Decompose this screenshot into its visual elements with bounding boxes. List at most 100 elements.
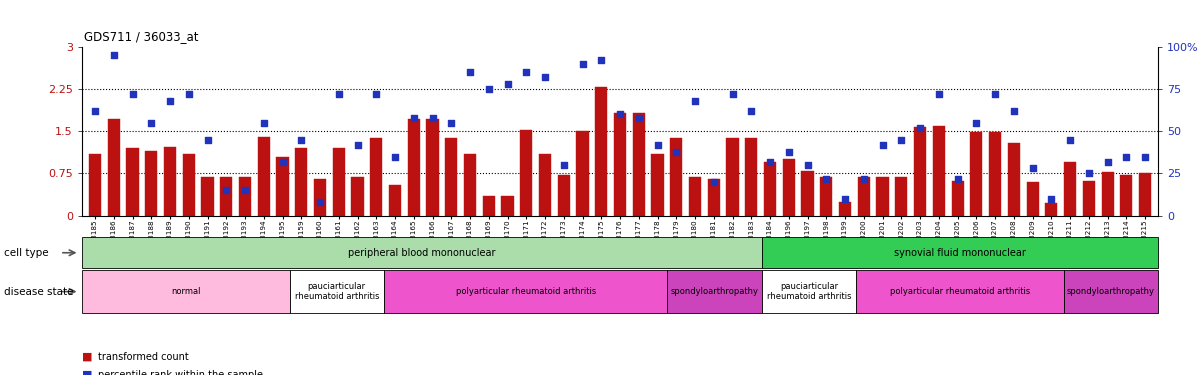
- Point: [554, 162, 573, 168]
- Text: polyarticular rheumatoid arthritis: polyarticular rheumatoid arthritis: [455, 287, 596, 296]
- Text: normal: normal: [171, 287, 201, 296]
- Point: [479, 86, 498, 92]
- Text: ■: ■: [82, 370, 93, 375]
- Text: spondyloarthropathy: spondyloarthropathy: [671, 287, 759, 296]
- Point: [217, 188, 236, 194]
- Point: [985, 91, 1004, 97]
- Point: [160, 98, 179, 104]
- Text: ■: ■: [82, 352, 93, 362]
- Text: transformed count: transformed count: [98, 352, 188, 362]
- Bar: [1027, 182, 1039, 216]
- Bar: [951, 181, 963, 216]
- Point: [197, 137, 217, 143]
- Point: [254, 120, 273, 126]
- Point: [385, 154, 405, 160]
- Bar: [1064, 162, 1076, 216]
- Point: [498, 81, 518, 87]
- Text: peripheral blood mononuclear: peripheral blood mononuclear: [348, 248, 496, 258]
- Point: [761, 159, 780, 165]
- Point: [648, 142, 667, 148]
- Bar: [389, 185, 401, 216]
- Bar: [126, 148, 138, 216]
- Bar: [220, 177, 232, 216]
- Bar: [520, 130, 532, 216]
- Point: [1041, 196, 1061, 202]
- Text: spondyloarthropathy: spondyloarthropathy: [1067, 287, 1155, 296]
- Point: [910, 125, 929, 131]
- Point: [423, 115, 442, 121]
- Point: [591, 57, 610, 63]
- Text: percentile rank within the sample: percentile rank within the sample: [98, 370, 262, 375]
- Text: cell type: cell type: [4, 248, 48, 258]
- Point: [667, 148, 686, 154]
- Point: [517, 69, 536, 75]
- Bar: [914, 127, 926, 216]
- Bar: [595, 87, 607, 216]
- Bar: [1045, 203, 1057, 216]
- Bar: [332, 148, 344, 216]
- Point: [873, 142, 892, 148]
- Bar: [408, 119, 420, 216]
- Bar: [1120, 175, 1133, 216]
- Point: [948, 176, 967, 181]
- Bar: [671, 138, 683, 216]
- Point: [442, 120, 461, 126]
- Point: [273, 159, 293, 165]
- Bar: [633, 113, 645, 216]
- Point: [367, 91, 386, 97]
- Point: [329, 91, 348, 97]
- Point: [460, 69, 479, 75]
- Point: [179, 91, 199, 97]
- Point: [1135, 154, 1155, 160]
- Point: [967, 120, 986, 126]
- Text: pauciarticular
rheumatoid arthritis: pauciarticular rheumatoid arthritis: [767, 282, 851, 301]
- Bar: [970, 132, 982, 216]
- Bar: [651, 154, 663, 216]
- Point: [779, 148, 798, 154]
- Bar: [839, 202, 851, 216]
- Point: [142, 120, 161, 126]
- Point: [348, 142, 367, 148]
- Text: disease state: disease state: [4, 286, 73, 297]
- Bar: [164, 147, 176, 216]
- Point: [123, 91, 142, 97]
- Point: [816, 176, 836, 181]
- Point: [610, 111, 630, 117]
- Point: [405, 115, 424, 121]
- Bar: [988, 132, 1002, 216]
- Bar: [708, 179, 720, 216]
- Bar: [314, 179, 326, 216]
- Point: [1117, 154, 1137, 160]
- Bar: [614, 113, 626, 216]
- Bar: [539, 154, 551, 216]
- Bar: [765, 162, 777, 216]
- Text: GDS711 / 36033_at: GDS711 / 36033_at: [84, 30, 199, 43]
- Bar: [352, 177, 364, 216]
- Text: synovial fluid mononuclear: synovial fluid mononuclear: [895, 248, 1026, 258]
- Text: polyarticular rheumatoid arthritis: polyarticular rheumatoid arthritis: [890, 287, 1031, 296]
- Bar: [258, 137, 270, 216]
- Bar: [1082, 181, 1094, 216]
- Point: [798, 162, 818, 168]
- Bar: [783, 159, 795, 216]
- Bar: [201, 177, 213, 216]
- Bar: [483, 196, 495, 216]
- Bar: [1008, 142, 1020, 216]
- Point: [311, 199, 330, 205]
- Bar: [1102, 172, 1114, 216]
- Point: [536, 74, 555, 80]
- Bar: [445, 138, 458, 216]
- Point: [85, 108, 105, 114]
- Bar: [877, 177, 889, 216]
- Bar: [1139, 173, 1151, 216]
- Bar: [238, 177, 252, 216]
- Point: [929, 91, 949, 97]
- Bar: [89, 154, 101, 216]
- Bar: [745, 138, 757, 216]
- Bar: [689, 177, 701, 216]
- Bar: [107, 119, 120, 216]
- Point: [854, 176, 873, 181]
- Point: [742, 108, 761, 114]
- Bar: [577, 131, 589, 216]
- Point: [104, 53, 123, 58]
